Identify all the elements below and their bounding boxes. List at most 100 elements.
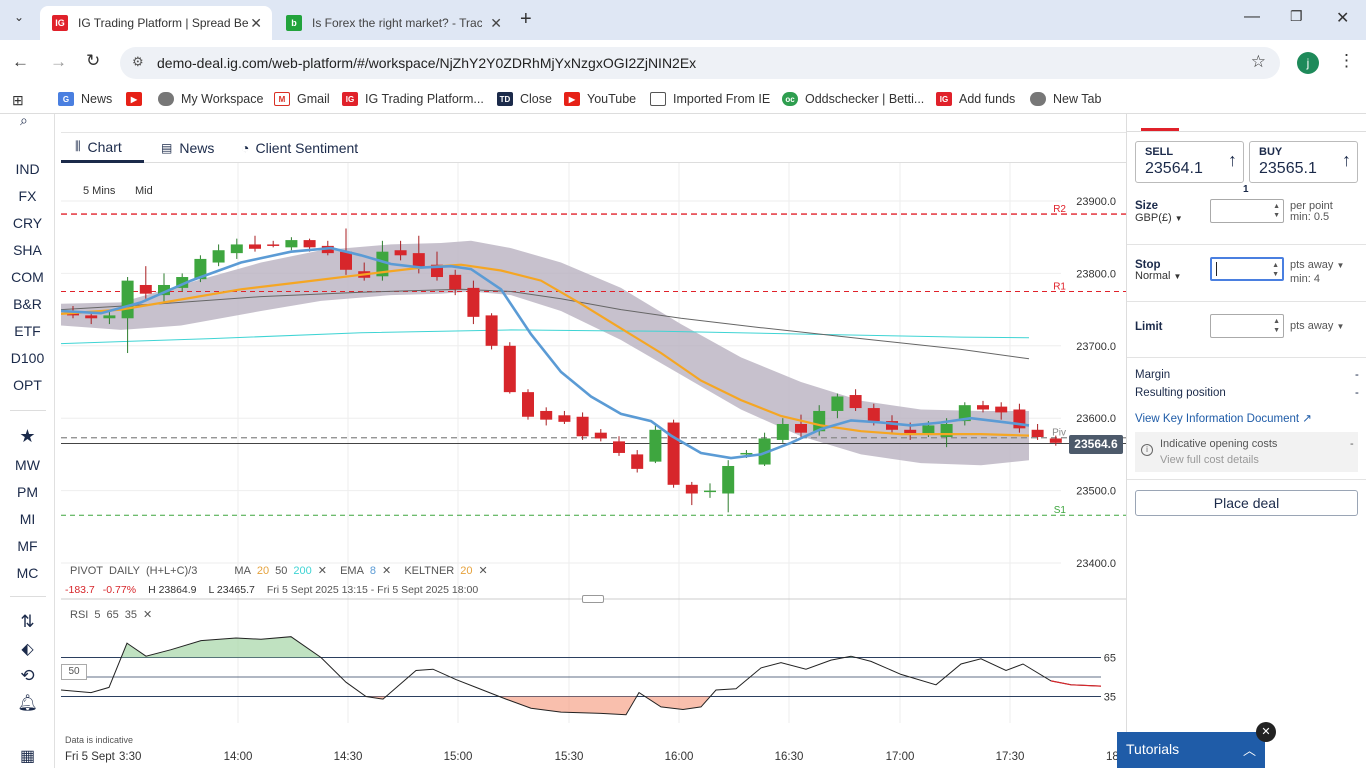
stop-unit-selector[interactable]: pts away ▼	[1290, 259, 1345, 271]
pane-resize-handle[interactable]	[582, 595, 604, 603]
remove-rsi-icon[interactable]: ✕	[142, 609, 153, 621]
size-input[interactable]: ▲ ▼	[1210, 199, 1284, 223]
bookmark-my-workspace[interactable]: My Workspace	[158, 92, 263, 106]
nav-pm[interactable]: PM	[17, 484, 38, 500]
bookmark-news[interactable]: G News	[58, 92, 112, 106]
nav-br[interactable]: B&R	[13, 296, 42, 312]
tab-search-icon[interactable]: ⌄	[13, 10, 25, 24]
stop-type-selector[interactable]: Normal ▼	[1135, 270, 1182, 282]
candle-body	[467, 287, 480, 317]
bookmark-youtube[interactable]: ▶ YouTube	[564, 92, 636, 106]
nav-d100[interactable]: D100	[10, 350, 45, 366]
reload-icon[interactable]: ↻	[86, 51, 101, 70]
site-info-icon[interactable]: ⚙	[132, 54, 144, 69]
close-tutorials-icon[interactable]: ✕	[1256, 722, 1276, 742]
bookmark-ig-trading[interactable]: IG IG Trading Platform...	[342, 92, 484, 106]
nav-mw[interactable]: MW	[15, 457, 40, 473]
spin-down-icon[interactable]: ▼	[1273, 212, 1280, 219]
history-icon[interactable]: ⟲	[20, 666, 35, 685]
limit-input[interactable]: ▲ ▼	[1210, 314, 1284, 338]
profile-avatar[interactable]: j	[1297, 52, 1319, 74]
limit-unit-selector[interactable]: pts away ▼	[1290, 320, 1345, 332]
close-tab-icon[interactable]: ✕	[490, 14, 502, 31]
interval-selector[interactable]: 5 Mins	[83, 185, 116, 197]
bookmark-new-tab[interactable]: New Tab	[1030, 92, 1101, 106]
tab-forex[interactable]: b Is Forex the right market? - Trac ✕	[274, 6, 512, 40]
bell-icon[interactable]: 🔔︎	[17, 695, 38, 712]
nav-mi[interactable]: MI	[19, 511, 36, 527]
tab-ig-trading[interactable]: IG IG Trading Platform | Spread Be ✕	[40, 6, 272, 40]
nav-fx[interactable]: FX	[18, 188, 37, 204]
bookmark-gmail[interactable]: M Gmail	[274, 92, 330, 106]
calendar-icon[interactable]: ▦	[19, 748, 36, 765]
kid-link[interactable]: View Key Information Document ↗	[1135, 413, 1312, 425]
chart-canvas[interactable]: 23900.0 23800.0 23700.0 23600.0 23500.0 23400…	[60, 163, 1126, 768]
bookmark-imported[interactable]: Imported From IE	[650, 92, 770, 106]
sell-button[interactable]: SELL 23564.1 ↑	[1135, 141, 1244, 183]
nav-mc[interactable]: MC	[16, 565, 39, 581]
td-icon: TD	[497, 92, 513, 106]
tab-client-sentiment[interactable]: ◔ Client Sentiment	[241, 140, 359, 156]
spin-up-icon[interactable]: ▲	[1272, 262, 1279, 269]
star-icon[interactable]: ★	[19, 426, 36, 446]
menu-kebab-icon[interactable]: ⋮	[1338, 51, 1355, 70]
bookmarks-bar: ⊞ G News ▶ My Workspace M Gmail IG IG Tradi…	[0, 86, 1366, 114]
full-cost-link[interactable]: View full cost details	[1160, 454, 1259, 466]
candle-body	[704, 490, 716, 493]
bookmark-close[interactable]: TD Close	[497, 92, 552, 106]
nav-cry[interactable]: CRY	[12, 215, 43, 231]
bookmark-star-icon[interactable]: ☆	[1250, 52, 1266, 71]
url-input[interactable]: ⚙ demo-deal.ig.com/web-platform/#/worksp…	[120, 47, 1280, 79]
chevron-up-icon[interactable]: ︿	[1243, 743, 1257, 758]
minimize-icon[interactable]: —	[1244, 8, 1260, 25]
bookmark-youtube-1[interactable]: ▶	[126, 92, 149, 106]
transfer-icon[interactable]: ⇅	[20, 612, 35, 631]
new-tab-icon[interactable]: +	[520, 8, 532, 30]
pivot-label[interactable]: PIVOT	[70, 565, 104, 577]
rsi-label[interactable]: RSI	[70, 609, 89, 621]
tag-icon[interactable]: ⬖	[21, 641, 34, 658]
price-chart[interactable]: 23900.0 23800.0 23700.0 23600.0 23500.0 23400…	[60, 163, 1126, 768]
remove-ema-icon[interactable]: ✕	[382, 565, 392, 577]
ma-label[interactable]: MA	[234, 565, 251, 577]
back-icon[interactable]: ←	[12, 52, 29, 71]
apps-grid-icon[interactable]: ⊞	[12, 92, 24, 108]
ma20-line	[60, 263, 1030, 437]
candle-body	[649, 429, 662, 462]
nav-mf[interactable]: MF	[17, 538, 38, 554]
nav-ind[interactable]: IND	[15, 161, 40, 177]
close-tab-icon[interactable]: ✕	[250, 14, 262, 31]
nav-opt[interactable]: OPT	[13, 377, 42, 393]
spin-down-icon[interactable]: ▼	[1272, 271, 1279, 278]
candle-body	[139, 284, 152, 294]
buy-button[interactable]: BUY 23565.1 ↑	[1249, 141, 1358, 183]
close-window-icon[interactable]: ✕	[1336, 10, 1350, 27]
restore-icon[interactable]: ❐	[1290, 8, 1303, 24]
keltner-band	[61, 240, 1029, 466]
stop-input[interactable]: ▲ ▼	[1210, 257, 1284, 281]
spin-up-icon[interactable]: ▲	[1273, 203, 1280, 210]
nav-com[interactable]: COM	[11, 269, 44, 285]
nav-sha[interactable]: SHA	[13, 242, 42, 258]
remove-ma-icon[interactable]: ✕	[317, 565, 327, 577]
info-icon: i	[1141, 444, 1153, 456]
candle-body	[394, 250, 407, 256]
forward-icon[interactable]: →	[50, 52, 67, 71]
keltner-label[interactable]: KELTNER	[404, 565, 455, 577]
tab-chart[interactable]: ⫼ Chart	[61, 133, 144, 163]
ema-label[interactable]: EMA	[340, 565, 364, 577]
currency-selector[interactable]: GBP(£) ▼	[1135, 212, 1183, 224]
bookmark-oddschecker[interactable]: oc Oddschecker | Betti...	[782, 92, 924, 106]
remove-keltner-icon[interactable]: ✕	[478, 565, 488, 577]
rsi-tick-label: 65	[1104, 653, 1116, 665]
search-icon[interactable]: ⌕	[20, 112, 28, 128]
deal-tab-indicator[interactable]	[1141, 114, 1179, 131]
price-type-selector[interactable]: Mid	[135, 185, 153, 197]
spin-down-icon[interactable]: ▼	[1273, 327, 1280, 334]
nav-etf[interactable]: ETF	[14, 323, 41, 339]
tutorials-panel[interactable]: Tutorials ︿	[1117, 732, 1265, 768]
spin-up-icon[interactable]: ▲	[1273, 318, 1280, 325]
place-deal-button[interactable]: Place deal	[1135, 490, 1358, 516]
tab-news[interactable]: ▤ News	[161, 140, 215, 156]
bookmark-add-funds[interactable]: IG Add funds	[936, 92, 1015, 106]
